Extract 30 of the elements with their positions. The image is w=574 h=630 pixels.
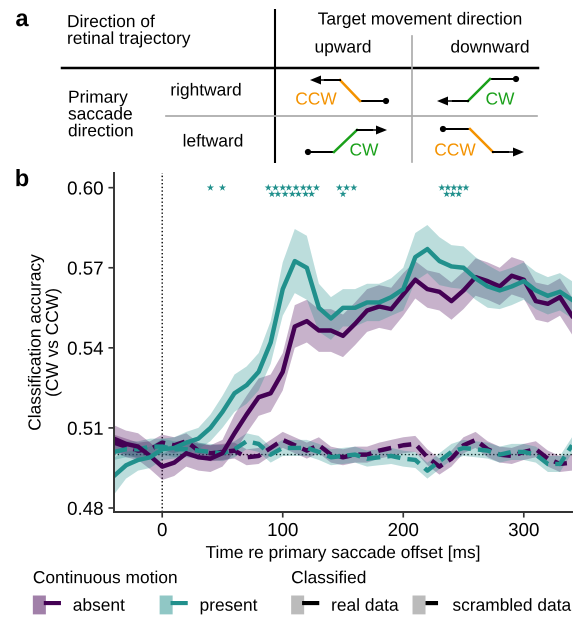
x-tick-label: 100 xyxy=(268,522,298,536)
text: Primary saccade direction xyxy=(68,90,132,136)
x-axis-title: Time re primary saccade offset [ms] xyxy=(206,545,480,562)
y-tick-label: 0.48 xyxy=(68,502,103,515)
text: CW xyxy=(350,143,378,156)
legend-label: absent xyxy=(74,598,125,611)
x-tick-label: 300 xyxy=(508,522,539,536)
text: upward xyxy=(316,40,370,56)
text: CCW xyxy=(435,143,476,156)
text: Classified xyxy=(292,570,366,584)
chart-title: b xyxy=(16,168,28,186)
text: CW xyxy=(486,92,514,105)
text: Direction of retinal trajectory xyxy=(68,14,190,48)
y-tick-label: 0.51 xyxy=(68,422,103,435)
text: scrambled data xyxy=(452,598,572,611)
text: CCW xyxy=(296,92,337,105)
text: rightward xyxy=(171,82,241,100)
y-axis-title: Classification accuracy (CW vs CCW) xyxy=(28,254,62,430)
text: real data xyxy=(332,598,399,611)
text: Target movement direction xyxy=(318,12,522,28)
legend-title: Continuous motion xyxy=(34,570,176,584)
x-tick-label: 200 xyxy=(388,522,418,536)
y-tick-label: 0.54 xyxy=(68,342,104,355)
text: leftward xyxy=(184,134,242,147)
text: downward xyxy=(451,40,528,53)
text: a xyxy=(16,13,29,26)
y-tick-label: 0.57 xyxy=(68,261,103,275)
y-tick-label: 0.60 xyxy=(68,181,103,195)
x-tick-label: 0 xyxy=(158,522,167,536)
legend-label: present xyxy=(200,600,258,614)
